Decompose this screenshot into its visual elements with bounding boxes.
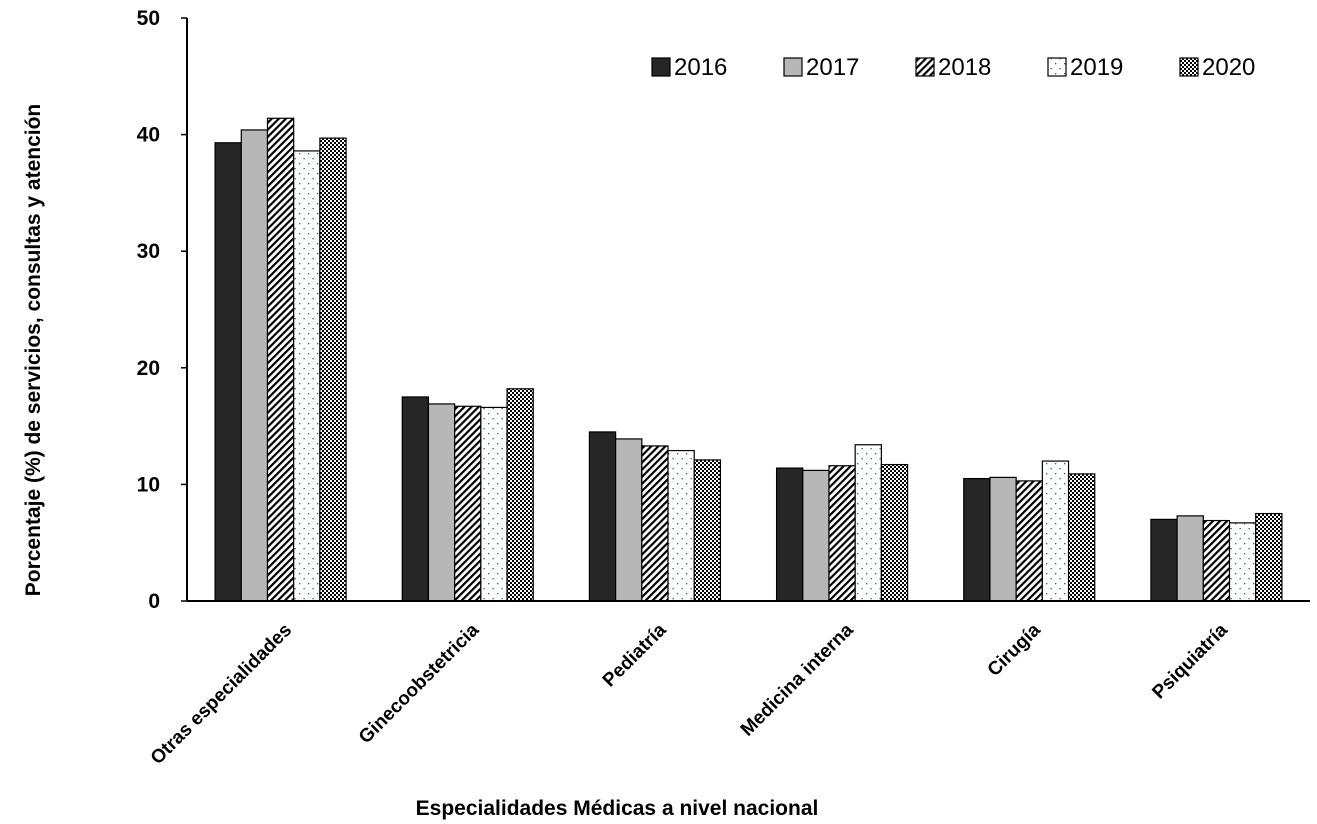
legend-label-2020: 2020	[1202, 54, 1255, 81]
x-tick-label: Otras especialidades	[147, 620, 296, 769]
y-ticks: 0 10 20 30 40 50	[137, 7, 187, 613]
legend-swatch-2020	[1179, 57, 1199, 77]
bar-2017-2	[615, 438, 643, 602]
x-tick-label: Medicina interna	[737, 619, 858, 740]
bar-2019-0	[293, 150, 321, 602]
legend-swatch-2016	[651, 57, 671, 77]
bar-2020-1	[506, 388, 534, 602]
bar-2020-5	[1255, 512, 1283, 602]
bar-2019-3	[854, 444, 882, 602]
bar-2017-4	[989, 476, 1017, 602]
x-tick-labels: Otras especialidades Ginecoobstetricia Ped…	[147, 619, 1232, 769]
legend-swatch-2019	[1047, 57, 1067, 77]
y-tick-label: 40	[137, 124, 160, 147]
legend-label-2017: 2017	[806, 54, 859, 81]
bar-2017-5	[1176, 515, 1204, 602]
bar-2016-3	[775, 467, 804, 602]
legend-swatch-2017	[783, 57, 803, 77]
y-tick-label: 30	[137, 240, 160, 263]
bar-2018-1	[454, 405, 482, 602]
x-tick-label: Psiquiatría	[1148, 619, 1232, 703]
legend-swatch-2018	[915, 57, 935, 77]
bar-2020-0	[319, 137, 347, 602]
bar-2020-3	[880, 463, 909, 602]
bar-2016-4	[963, 477, 991, 602]
y-axis-title: Porcentaje (%) de servicios, consultas y…	[22, 104, 45, 597]
bar-2020-4	[1067, 473, 1096, 602]
bar-2019-2	[667, 449, 695, 602]
bar-2017-3	[802, 469, 830, 602]
bar-2018-4	[1015, 480, 1043, 602]
y-tick-label: 10	[137, 473, 160, 496]
y-tick-label: 50	[137, 7, 160, 30]
axes	[186, 18, 1310, 602]
bar-2019-4	[1041, 460, 1070, 602]
bar-2016-1	[401, 396, 430, 602]
bar-2017-1	[427, 403, 456, 602]
bar-2019-5	[1228, 522, 1257, 602]
legend-label-2019: 2019	[1070, 54, 1123, 81]
y-tick-label: 20	[137, 357, 160, 380]
legend-label-2018: 2018	[938, 54, 991, 81]
bar-2018-0	[266, 117, 295, 602]
x-tick-label: Cirugía	[984, 619, 1045, 680]
x-tick-label: Ginecoobstetricia	[355, 619, 484, 748]
bar-2016-5	[1150, 518, 1178, 602]
legend: 2016 2017 2018 2019 2020	[651, 54, 1255, 81]
bar-2018-3	[828, 465, 856, 602]
bar-2020-2	[693, 459, 722, 602]
bars	[214, 117, 1283, 602]
x-tick-label: Pediatría	[599, 619, 671, 691]
x-axis-title: Especialidades Médicas a nivel nacional	[416, 797, 819, 820]
bar-2019-1	[480, 406, 508, 602]
y-tick-label: 0	[148, 590, 160, 613]
bar-2016-2	[588, 431, 617, 602]
bar-2018-2	[641, 445, 669, 602]
bar-2018-5	[1202, 519, 1231, 602]
legend-label-2016: 2016	[674, 54, 727, 81]
bar-2016-0	[214, 142, 242, 602]
bar-2017-0	[240, 129, 269, 602]
